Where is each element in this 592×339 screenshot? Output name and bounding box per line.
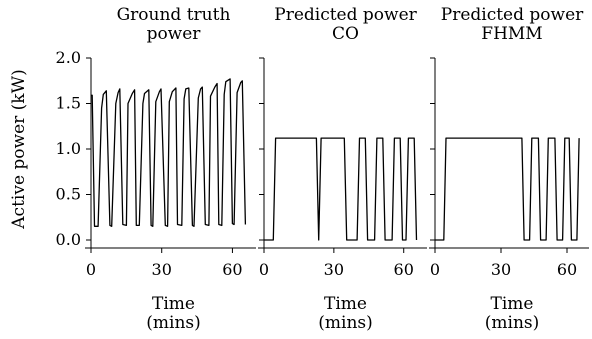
series-line [435,137,580,241]
x-tick-label: 60 [222,260,242,279]
y-tick-label: 0.5 [56,185,81,204]
x-tick-label: 60 [394,260,414,279]
x-axis-label-line: (mins) [485,313,540,333]
y-tick-label: 1.5 [56,94,81,113]
series-line [91,78,247,227]
x-axis-label-line: Time [152,294,195,314]
x-tick-label: 60 [557,260,577,279]
panel-title-line: Predicted power [441,5,584,25]
series-line [264,137,418,241]
x-axis-label-line: (mins) [146,313,201,333]
x-tick-label: 30 [324,260,344,279]
panel-title-line: Predicted power [274,5,417,25]
x-tick-label: 30 [152,260,172,279]
x-axis-label-line: (mins) [318,313,373,333]
panel-title-line: Ground truth [117,5,231,25]
x-tick-label: 0 [86,260,96,279]
x-tick-label: 0 [259,260,269,279]
y-tick-label: 2.0 [56,48,81,67]
panel-title-line: CO [332,24,359,44]
y-axis-label: Active power (kW) [9,69,29,229]
x-tick-label: 0 [430,260,440,279]
y-tick-label: 0.0 [56,230,81,249]
panel-title-line: power [147,24,202,44]
x-tick-label: 30 [491,260,511,279]
y-tick-label: 1.0 [56,139,81,158]
panel-title-line: FHMM [481,24,542,44]
x-axis-label-line: Time [491,294,534,314]
x-axis-label-line: Time [324,294,367,314]
